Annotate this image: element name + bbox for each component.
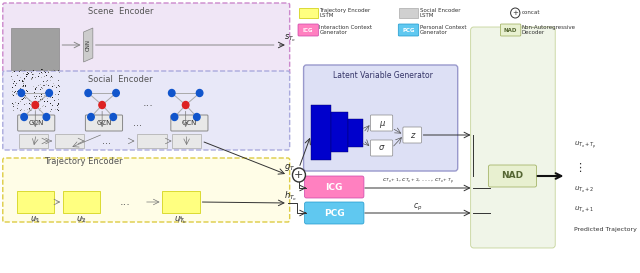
Circle shape — [182, 102, 189, 108]
Text: Trajectory Encoder: Trajectory Encoder — [44, 158, 123, 167]
Text: $u_1$: $u_1$ — [30, 215, 40, 225]
FancyBboxPatch shape — [163, 191, 200, 213]
FancyBboxPatch shape — [55, 134, 84, 148]
FancyBboxPatch shape — [3, 158, 290, 222]
Text: concat: concat — [522, 10, 540, 16]
FancyBboxPatch shape — [85, 115, 122, 131]
FancyBboxPatch shape — [299, 8, 317, 18]
Text: $u_{T_o}$: $u_{T_o}$ — [175, 214, 188, 226]
FancyBboxPatch shape — [172, 134, 202, 148]
Text: $c_p$: $c_p$ — [413, 201, 422, 213]
Text: $s_{T_o}$: $s_{T_o}$ — [284, 32, 296, 44]
FancyBboxPatch shape — [171, 115, 208, 131]
FancyBboxPatch shape — [3, 71, 290, 150]
Circle shape — [85, 90, 92, 96]
FancyBboxPatch shape — [138, 134, 167, 148]
Text: PCG: PCG — [403, 28, 415, 32]
Circle shape — [43, 114, 50, 120]
FancyBboxPatch shape — [63, 191, 100, 213]
FancyBboxPatch shape — [371, 115, 393, 131]
Text: Social Encoder
LSTM: Social Encoder LSTM — [420, 8, 460, 18]
Text: NAD: NAD — [504, 28, 517, 32]
FancyBboxPatch shape — [17, 191, 54, 213]
Circle shape — [172, 114, 178, 120]
Text: NAD: NAD — [501, 171, 524, 180]
FancyBboxPatch shape — [305, 176, 364, 198]
Circle shape — [292, 168, 305, 182]
Polygon shape — [84, 28, 93, 62]
Text: z: z — [410, 130, 414, 140]
Text: GCN: GCN — [182, 120, 197, 126]
Text: Interaction Context
Generator: Interaction Context Generator — [319, 25, 372, 35]
Text: $u_{T_o+1}$: $u_{T_o+1}$ — [573, 205, 594, 215]
Circle shape — [168, 90, 175, 96]
FancyBboxPatch shape — [19, 134, 48, 148]
FancyBboxPatch shape — [311, 105, 332, 160]
FancyBboxPatch shape — [470, 27, 555, 248]
FancyBboxPatch shape — [298, 24, 319, 36]
Circle shape — [18, 90, 24, 96]
FancyBboxPatch shape — [371, 140, 393, 156]
Text: Latent Variable Generator: Latent Variable Generator — [333, 70, 433, 79]
Circle shape — [21, 114, 28, 120]
Text: $u_{T_o+T_p}$: $u_{T_o+T_p}$ — [573, 139, 596, 151]
FancyBboxPatch shape — [11, 28, 60, 70]
FancyBboxPatch shape — [303, 65, 458, 171]
Circle shape — [193, 114, 200, 120]
FancyBboxPatch shape — [403, 127, 422, 143]
Text: GCN: GCN — [29, 120, 44, 126]
Circle shape — [196, 90, 203, 96]
FancyBboxPatch shape — [18, 115, 55, 131]
Circle shape — [99, 102, 106, 108]
Text: $u_{T_o+2}$: $u_{T_o+2}$ — [573, 185, 594, 195]
Circle shape — [46, 90, 52, 96]
Text: ...: ... — [120, 197, 131, 207]
FancyBboxPatch shape — [488, 165, 536, 187]
Text: σ: σ — [379, 144, 384, 153]
Text: $g_{T_o}$: $g_{T_o}$ — [284, 162, 298, 174]
Text: Trajectory Encoder
LSTM: Trajectory Encoder LSTM — [319, 8, 371, 18]
Circle shape — [110, 114, 116, 120]
Text: μ: μ — [379, 118, 384, 127]
Text: $c_{T_o+1}, c_{T_o+2}, ..., c_{T_o+T_p}$: $c_{T_o+1}, c_{T_o+2}, ..., c_{T_o+T_p}$ — [382, 177, 454, 187]
Text: ...: ... — [102, 136, 111, 146]
Circle shape — [88, 114, 94, 120]
Text: PCG: PCG — [324, 209, 344, 218]
FancyBboxPatch shape — [399, 8, 418, 18]
Text: Social  Encoder: Social Encoder — [88, 76, 153, 85]
Circle shape — [32, 102, 38, 108]
Circle shape — [511, 8, 520, 18]
Text: ...: ... — [143, 98, 154, 108]
FancyBboxPatch shape — [3, 3, 290, 77]
Text: $u_2$: $u_2$ — [76, 215, 87, 225]
Text: Personal Context
Generator: Personal Context Generator — [420, 25, 466, 35]
FancyBboxPatch shape — [332, 112, 348, 152]
FancyBboxPatch shape — [398, 24, 419, 36]
Text: Scene  Encoder: Scene Encoder — [88, 7, 154, 16]
Text: ICG: ICG — [326, 182, 343, 191]
Text: ⋮: ⋮ — [573, 163, 585, 173]
Circle shape — [113, 90, 119, 96]
Text: ...: ... — [133, 118, 142, 128]
Text: $h_{T_o}$: $h_{T_o}$ — [284, 189, 298, 203]
Text: +: + — [513, 10, 518, 16]
Text: +: + — [294, 170, 303, 180]
Text: Non-Autoregressive
Decoder: Non-Autoregressive Decoder — [522, 25, 576, 35]
FancyBboxPatch shape — [500, 24, 521, 36]
Text: ICG: ICG — [303, 28, 314, 32]
Text: GCN: GCN — [96, 120, 111, 126]
Text: Predicted Trajectory: Predicted Trajectory — [573, 227, 637, 233]
FancyBboxPatch shape — [305, 202, 364, 224]
FancyBboxPatch shape — [348, 119, 363, 147]
Text: CNN: CNN — [86, 39, 91, 51]
